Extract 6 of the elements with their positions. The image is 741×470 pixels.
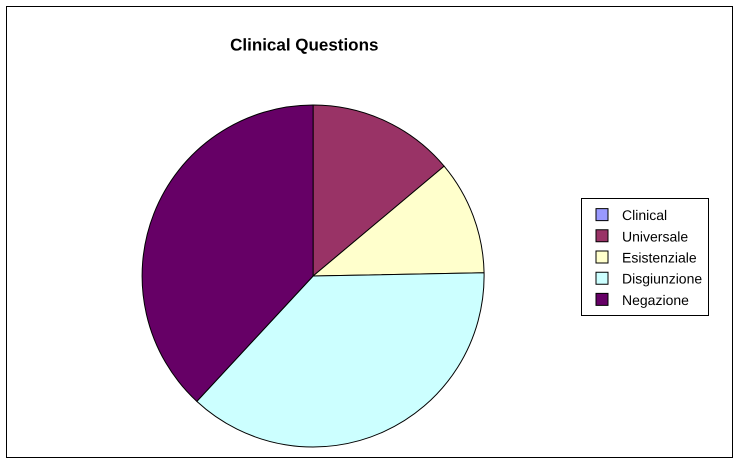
legend-label: Negazione	[622, 292, 690, 308]
legend-label: Disgiunzione	[622, 270, 702, 287]
legend-label: Clinical	[622, 207, 668, 224]
legend-label: Esistenziale	[622, 249, 697, 266]
chart-title: Clinical Questions	[230, 35, 378, 54]
legend-label: Universale	[622, 228, 688, 244]
